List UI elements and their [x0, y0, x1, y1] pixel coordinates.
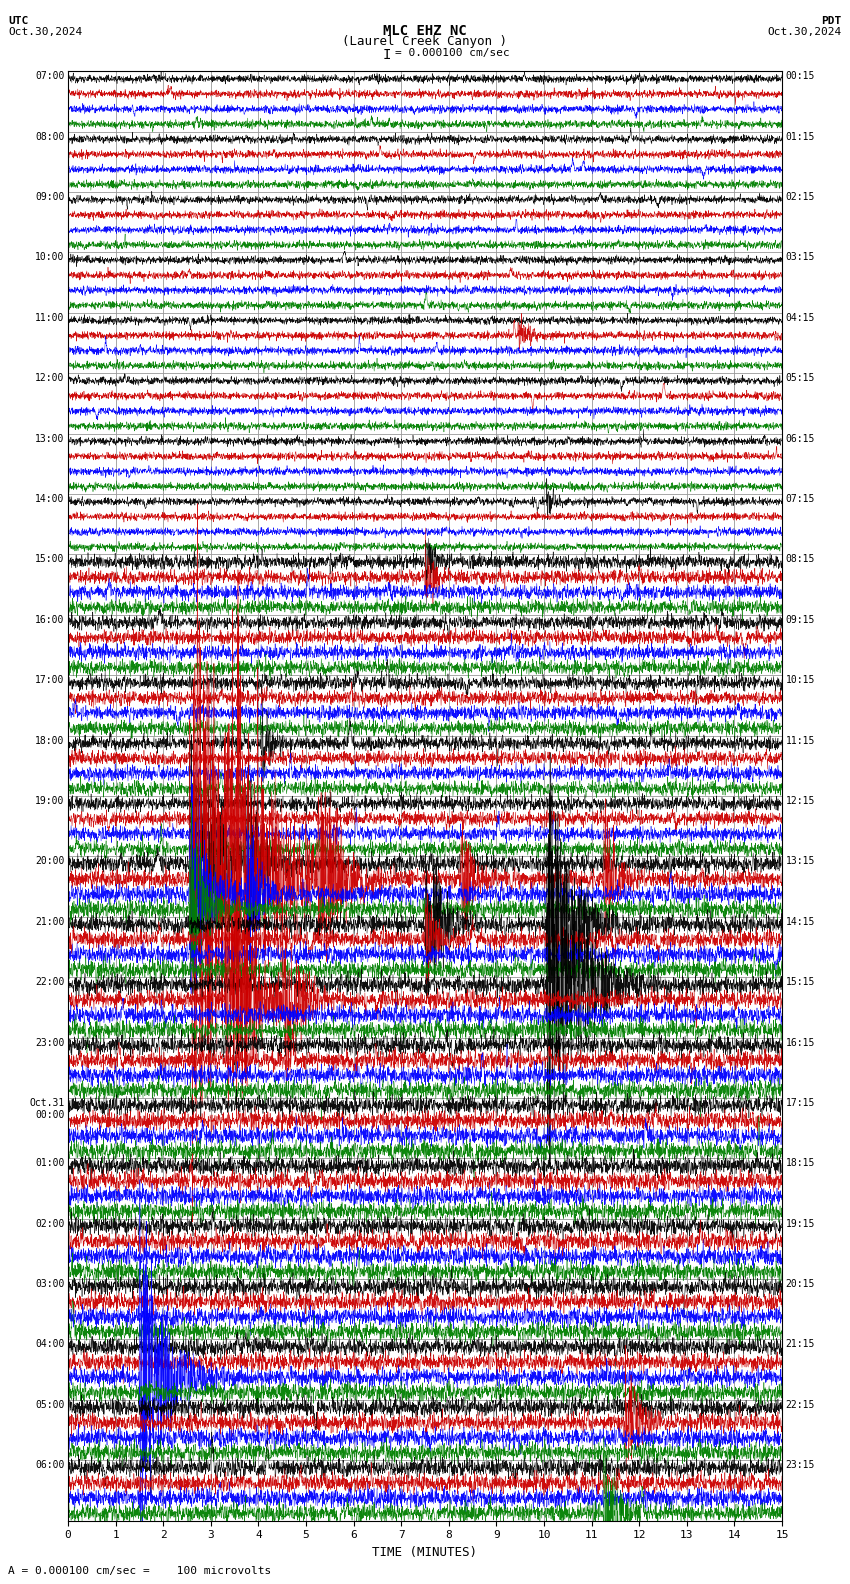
Text: 19:00: 19:00	[35, 795, 65, 806]
Text: 00:15: 00:15	[785, 71, 815, 81]
Text: 01:15: 01:15	[785, 131, 815, 141]
Text: 05:00: 05:00	[35, 1400, 65, 1410]
Text: 05:15: 05:15	[785, 374, 815, 383]
Text: 12:00: 12:00	[35, 374, 65, 383]
Text: 18:00: 18:00	[35, 735, 65, 746]
Text: 04:00: 04:00	[35, 1340, 65, 1350]
Text: 15:00: 15:00	[35, 554, 65, 564]
Text: 04:15: 04:15	[785, 312, 815, 323]
Text: 16:15: 16:15	[785, 1038, 815, 1047]
Text: 20:00: 20:00	[35, 857, 65, 866]
Text: 23:15: 23:15	[785, 1460, 815, 1470]
Text: 17:00: 17:00	[35, 675, 65, 686]
Text: 20:15: 20:15	[785, 1280, 815, 1289]
Text: PDT: PDT	[821, 16, 842, 25]
Text: UTC: UTC	[8, 16, 29, 25]
Text: 17:15: 17:15	[785, 1098, 815, 1107]
Text: I: I	[382, 48, 391, 62]
Text: 03:15: 03:15	[785, 252, 815, 263]
Text: 02:00: 02:00	[35, 1218, 65, 1229]
Text: Oct.31
00:00: Oct.31 00:00	[29, 1098, 65, 1120]
Text: 06:15: 06:15	[785, 434, 815, 444]
Text: 07:15: 07:15	[785, 494, 815, 504]
Text: 02:15: 02:15	[785, 192, 815, 203]
Text: MLC EHZ NC: MLC EHZ NC	[383, 24, 467, 38]
Text: 23:00: 23:00	[35, 1038, 65, 1047]
Text: 21:15: 21:15	[785, 1340, 815, 1350]
Text: Oct.30,2024: Oct.30,2024	[768, 27, 842, 36]
Text: 15:15: 15:15	[785, 977, 815, 987]
Text: 11:15: 11:15	[785, 735, 815, 746]
Text: 09:15: 09:15	[785, 615, 815, 624]
Text: 13:15: 13:15	[785, 857, 815, 866]
Text: A = 0.000100 cm/sec =    100 microvolts: A = 0.000100 cm/sec = 100 microvolts	[8, 1567, 272, 1576]
Text: 10:15: 10:15	[785, 675, 815, 686]
Text: = 0.000100 cm/sec: = 0.000100 cm/sec	[395, 48, 510, 57]
Text: 14:15: 14:15	[785, 917, 815, 927]
Text: 06:00: 06:00	[35, 1460, 65, 1470]
X-axis label: TIME (MINUTES): TIME (MINUTES)	[372, 1546, 478, 1559]
Text: 19:15: 19:15	[785, 1218, 815, 1229]
Text: 13:00: 13:00	[35, 434, 65, 444]
Text: 01:00: 01:00	[35, 1158, 65, 1169]
Text: 11:00: 11:00	[35, 312, 65, 323]
Text: 22:00: 22:00	[35, 977, 65, 987]
Text: 21:00: 21:00	[35, 917, 65, 927]
Text: 22:15: 22:15	[785, 1400, 815, 1410]
Text: 12:15: 12:15	[785, 795, 815, 806]
Text: 07:00: 07:00	[35, 71, 65, 81]
Text: 14:00: 14:00	[35, 494, 65, 504]
Text: 08:00: 08:00	[35, 131, 65, 141]
Text: 10:00: 10:00	[35, 252, 65, 263]
Text: Oct.30,2024: Oct.30,2024	[8, 27, 82, 36]
Text: 18:15: 18:15	[785, 1158, 815, 1169]
Text: 08:15: 08:15	[785, 554, 815, 564]
Text: 16:00: 16:00	[35, 615, 65, 624]
Text: 03:00: 03:00	[35, 1280, 65, 1289]
Text: (Laurel Creek Canyon ): (Laurel Creek Canyon )	[343, 35, 507, 48]
Text: 09:00: 09:00	[35, 192, 65, 203]
